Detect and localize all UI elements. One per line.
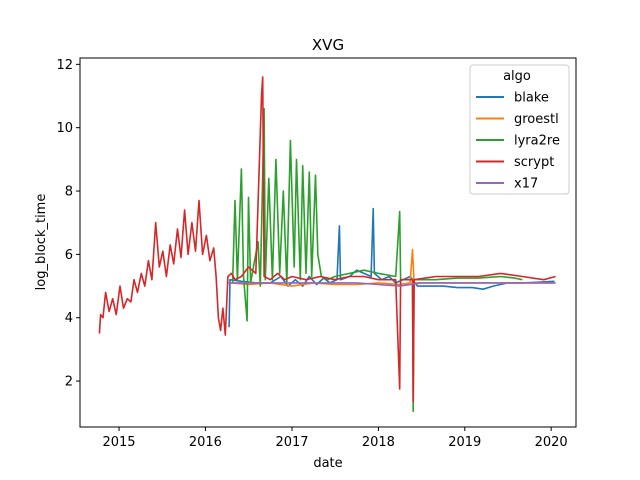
legend-entries: blake groestl lyra2re scrypt x17 xyxy=(476,91,560,192)
plot-frame xyxy=(79,57,577,428)
legend-label-x17: x17 xyxy=(514,177,538,192)
x-tick-label: 2015 xyxy=(102,435,135,450)
series-line-x17 xyxy=(227,282,556,287)
legend-box xyxy=(469,64,570,195)
legend: algo blake groestl lyra2re scrypt x17 xyxy=(469,64,570,195)
y-tick-label: 4 xyxy=(65,311,73,326)
series-layer xyxy=(98,76,556,412)
y-axis-label: log_block_time xyxy=(34,194,49,291)
legend-label-groestl: groestl xyxy=(514,112,559,127)
legend-label-scrypt: scrypt xyxy=(514,155,554,170)
y-axis: 2 4 6 8 10 12 xyxy=(56,58,80,390)
x-axis: 2015 2016 2017 2018 2019 2020 xyxy=(102,427,568,450)
x-axis-label: date xyxy=(313,456,342,471)
x-tick-label: 2020 xyxy=(535,435,568,450)
y-tick-label: 12 xyxy=(56,58,73,73)
x-tick-label: 2017 xyxy=(275,435,308,450)
legend-title: algo xyxy=(503,69,531,84)
series-line-scrypt xyxy=(98,76,556,403)
x-tick-label: 2018 xyxy=(362,435,395,450)
y-tick-label: 6 xyxy=(65,248,73,263)
y-tick-label: 10 xyxy=(56,121,73,136)
legend-label-lyra2re: lyra2re xyxy=(514,134,560,149)
x-tick-label: 2019 xyxy=(448,435,481,450)
x-tick-label: 2016 xyxy=(189,435,222,450)
chart-title: XVG xyxy=(312,36,344,54)
y-tick-label: 2 xyxy=(65,375,73,390)
legend-label-blake: blake xyxy=(514,91,549,106)
y-tick-label: 8 xyxy=(65,185,73,200)
